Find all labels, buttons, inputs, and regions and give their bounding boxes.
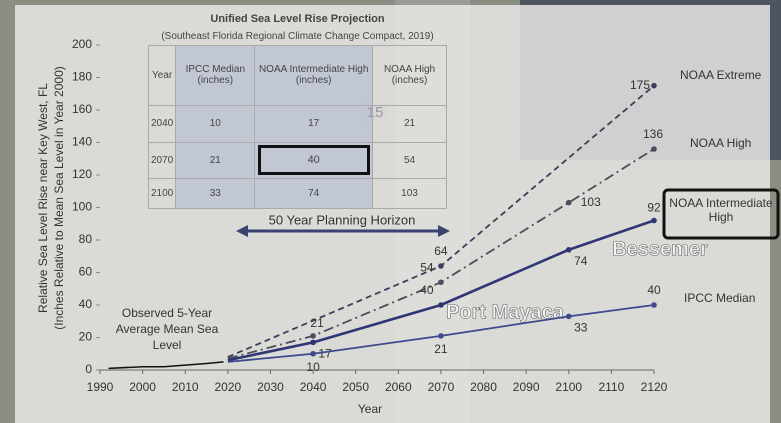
x-tick-label: 2020 bbox=[214, 380, 241, 394]
x-tick-label: 2060 bbox=[385, 380, 412, 394]
y-tick-label: 20 bbox=[79, 330, 93, 344]
table-cell: 33 bbox=[175, 177, 256, 209]
y-tick-label: 60 bbox=[79, 265, 93, 279]
data-label: 10 bbox=[306, 360, 320, 374]
y-tick-label: 160 bbox=[72, 102, 92, 116]
point bbox=[310, 339, 316, 346]
data-label: 40 bbox=[420, 283, 434, 297]
data-label: 21 bbox=[310, 316, 324, 330]
point bbox=[565, 246, 572, 253]
point bbox=[438, 279, 444, 286]
table-cell: Year bbox=[147, 44, 177, 106]
highlight-box bbox=[662, 188, 780, 240]
arrow-head bbox=[438, 225, 450, 237]
table-cell: 54 bbox=[372, 141, 447, 179]
y-axis-label: Relative Sea Level Rise near Key West, F… bbox=[36, 83, 50, 313]
point bbox=[651, 302, 657, 308]
y-tick-label: 40 bbox=[79, 297, 93, 311]
x-axis-label: Year bbox=[358, 402, 382, 416]
x-tick-label: 2030 bbox=[257, 380, 284, 394]
table-cell: 21 bbox=[372, 104, 447, 143]
point bbox=[438, 263, 444, 269]
data-label: 175 bbox=[630, 78, 650, 92]
series-end-label: IPCC Median bbox=[684, 291, 755, 305]
table-subtitle: (Southeast Florida Regional Climate Chan… bbox=[161, 30, 434, 42]
table-cell: 74 bbox=[254, 177, 374, 209]
x-tick-label: 2120 bbox=[641, 380, 668, 394]
table-cell: 103 bbox=[372, 177, 447, 209]
table-cell: NOAA High (inches) bbox=[372, 44, 447, 106]
point bbox=[651, 82, 657, 89]
x-tick-label: 2110 bbox=[598, 380, 624, 394]
x-tick-label: 1990 bbox=[87, 380, 114, 394]
point bbox=[438, 333, 444, 339]
table-cell: 2100 bbox=[147, 177, 177, 209]
table-cell: NOAA Intermediate High (inches) bbox=[254, 44, 374, 106]
y-tick-label: 120 bbox=[72, 167, 92, 181]
table-cell: 40 bbox=[254, 141, 374, 179]
observed-label: Observed 5-Year Average Mean Sea Level bbox=[115, 306, 219, 352]
y-tick-label: 180 bbox=[72, 70, 92, 84]
table-cell: 21 bbox=[175, 141, 256, 179]
y-axis-label: (Inches Relative to Mean Sea Level in Ye… bbox=[52, 66, 66, 330]
point bbox=[565, 199, 572, 206]
table-cell: IPCC Median (inches) bbox=[175, 44, 256, 106]
point bbox=[565, 313, 572, 320]
data-label: 54 bbox=[420, 260, 434, 274]
point bbox=[310, 333, 316, 339]
series-line bbox=[108, 361, 224, 370]
point bbox=[651, 146, 657, 152]
y-tick-label: 200 bbox=[72, 37, 92, 51]
x-tick-label: 2000 bbox=[129, 380, 156, 394]
table-title: Unified Sea Level Rise Projection bbox=[210, 13, 385, 25]
y-tick-label: 80 bbox=[79, 232, 93, 246]
data-label: 21 bbox=[434, 342, 448, 356]
data-label: 92 bbox=[647, 201, 661, 215]
data-label: 17 bbox=[318, 347, 332, 361]
table-cell: 17 bbox=[254, 104, 374, 143]
data-label: 64 bbox=[434, 244, 448, 258]
series-end-label: NOAA Extreme bbox=[680, 68, 762, 82]
projection-table: Unified Sea Level Rise Projection (South… bbox=[147, 10, 447, 209]
point bbox=[310, 350, 316, 357]
point bbox=[438, 302, 444, 308]
x-tick-label: 2010 bbox=[172, 380, 199, 394]
x-tick-label: 2090 bbox=[513, 380, 540, 394]
data-label: 74 bbox=[574, 254, 588, 268]
table-cell: 10 bbox=[175, 104, 256, 143]
table-cell: 2040 bbox=[147, 104, 177, 143]
x-tick-label: 2100 bbox=[555, 380, 582, 394]
data-label: 136 bbox=[643, 127, 663, 141]
x-tick-label: 2080 bbox=[470, 380, 497, 394]
y-tick-label: 140 bbox=[72, 135, 92, 149]
data-label: 103 bbox=[581, 195, 601, 209]
series-end-label: NOAA Intermediate High bbox=[669, 196, 773, 224]
map-label: Bessemer bbox=[612, 238, 708, 260]
y-tick-label: 100 bbox=[72, 200, 92, 214]
data-label: 40 bbox=[647, 283, 661, 297]
y-tick-label: 0 bbox=[85, 362, 92, 376]
data-label: 33 bbox=[574, 321, 588, 335]
arrow-head bbox=[236, 225, 248, 237]
series-end-label: NOAA High bbox=[690, 136, 751, 150]
table-cell: 2070 bbox=[147, 141, 177, 179]
annotation: 50 Year Planning Horizon bbox=[269, 212, 416, 227]
x-tick-label: 2040 bbox=[300, 380, 327, 394]
x-tick-label: 2070 bbox=[428, 380, 455, 394]
point bbox=[651, 217, 657, 224]
map-label: Port Mayaca bbox=[446, 301, 565, 323]
x-tick-label: 2050 bbox=[342, 380, 369, 394]
